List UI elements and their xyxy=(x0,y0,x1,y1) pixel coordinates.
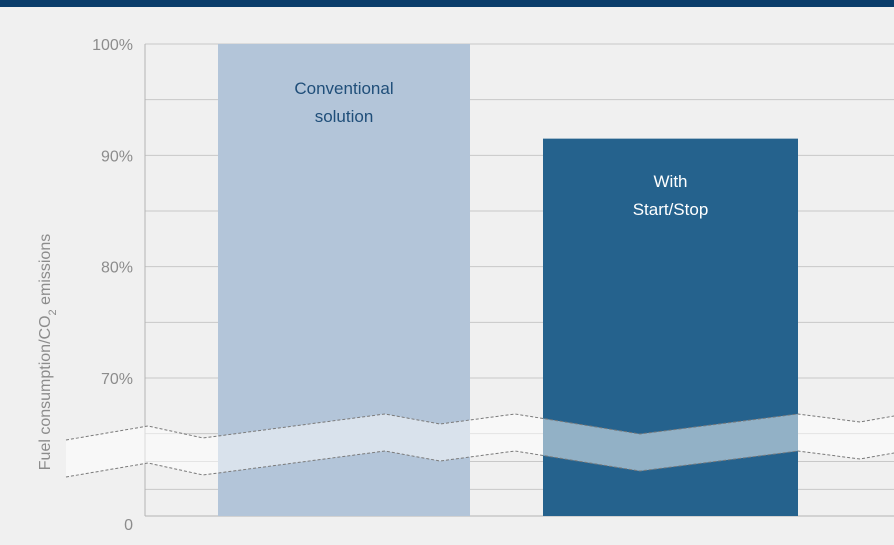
bar-label: Conventional xyxy=(294,79,393,98)
bar-label: solution xyxy=(315,107,374,126)
axis-break-band xyxy=(65,413,894,478)
break-line-bottom xyxy=(65,450,894,478)
bar-labels: Conventional solution With Start/Stop xyxy=(294,79,708,219)
bar-label: With xyxy=(654,172,688,191)
y-tick-label: 100% xyxy=(92,37,133,54)
top-accent-bar xyxy=(0,0,894,7)
y-axis-label: Fuel consumption/CO2 emissions xyxy=(37,234,59,470)
break-band-fill xyxy=(66,414,894,477)
y-tick-label: 70% xyxy=(101,371,133,388)
y-tick-label: 90% xyxy=(101,148,133,165)
y-tick-label-zero: 0 xyxy=(124,517,133,534)
break-line-top xyxy=(65,413,894,441)
y-tick-labels: 100% 90% 80% 70% 0 xyxy=(92,37,133,534)
y-tick-label: 80% xyxy=(101,260,133,277)
bar-label: Start/Stop xyxy=(633,200,709,219)
